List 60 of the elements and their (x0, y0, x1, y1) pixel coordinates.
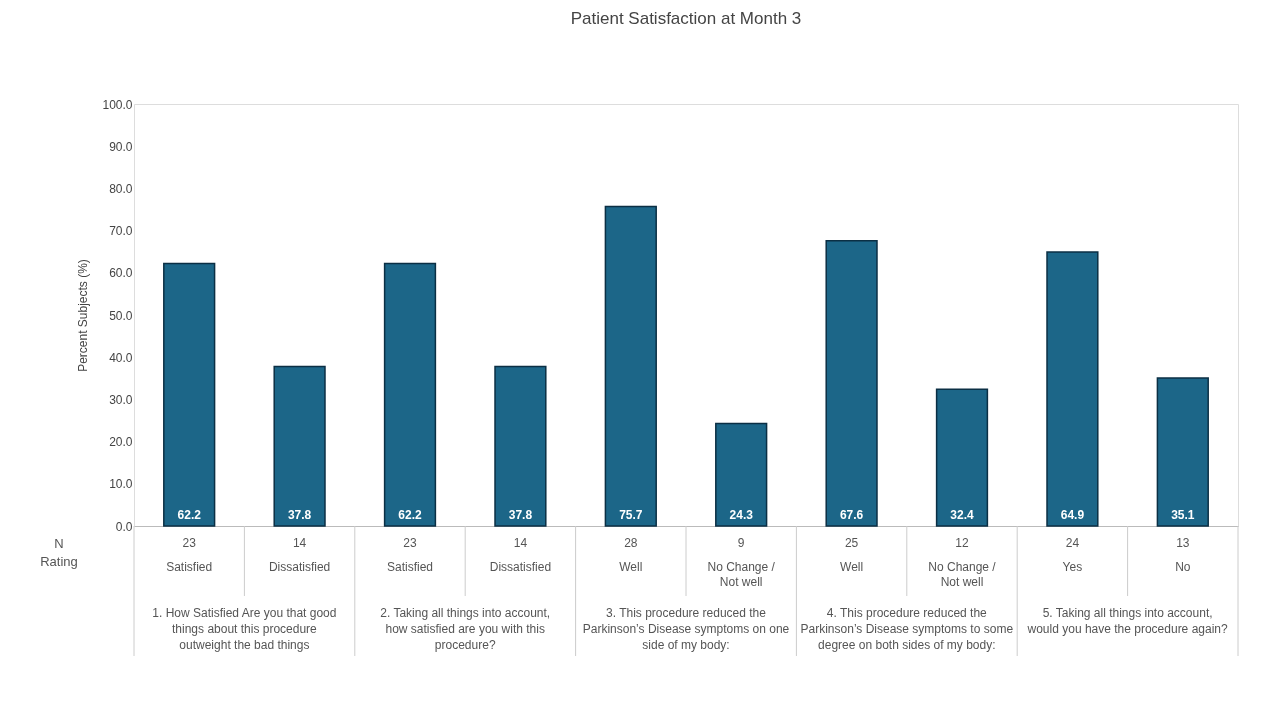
bar (1046, 251, 1099, 527)
text: 24 (1065, 536, 1080, 550)
y-tick-label: 40.0 (109, 350, 133, 365)
data-label: 37.8 (287, 508, 312, 522)
data-label: 75.7 (619, 508, 643, 522)
text: 14 (513, 536, 528, 550)
bar (1156, 377, 1209, 527)
chart-title: Patient Satisfaction at Month 3 (570, 9, 802, 28)
y-tick-label: 80.0 (109, 181, 133, 196)
text: 1. How Satisfied Are you that good things about this procedure outweight the bad things (152, 606, 337, 652)
data-label: 37.8 (508, 508, 533, 522)
bar (825, 239, 878, 527)
bar (273, 365, 326, 527)
y-tick-label: 100.0 (102, 97, 133, 112)
text: Rating (40, 554, 78, 569)
y-tick-label: 90.0 (109, 139, 133, 154)
text: 5. Taking all things into account, would you have the procedure again? (1026, 606, 1228, 636)
text: 23 (182, 536, 197, 550)
text: 3. This procedure reduced the Parkinson’s Disease symptoms on one side of my body: (582, 606, 790, 652)
bar (494, 365, 547, 527)
data-label: 35.1 (1171, 508, 1195, 522)
x-tick-label: Dissatisfied (489, 560, 552, 574)
x-tick-label: Well (840, 560, 864, 574)
x-tick-label: Satisfied (166, 560, 213, 574)
bar (163, 262, 216, 527)
bar (715, 422, 768, 527)
x-tick-label: Dissatisfied (268, 560, 331, 574)
y-axis-title: Percent Subjects (%) (76, 259, 91, 372)
text: 25 (844, 536, 859, 550)
data-label: 62.2 (398, 508, 422, 522)
text: 14 (292, 536, 307, 550)
y-tick-label: 10.0 (109, 477, 133, 492)
x-tick-label: No Change / Not well (707, 560, 776, 589)
data-label: 62.2 (177, 508, 202, 522)
text: 2. Taking all things into account, how satisfied are you with this procedure? (380, 606, 551, 652)
y-tick-label: 20.0 (109, 435, 133, 450)
x-tick-label: Satisfied (386, 560, 434, 574)
x-tick-label: Well (619, 560, 643, 574)
x-tick-label: Yes (1062, 560, 1083, 574)
data-label: 64.9 (1060, 508, 1085, 522)
text: 13 (1176, 536, 1190, 550)
y-tick-label: 0.0 (115, 519, 133, 534)
text: 9 (737, 536, 745, 550)
data-label: 67.6 (839, 508, 864, 522)
data-label: 24.3 (729, 508, 754, 522)
data-label: 32.4 (950, 508, 974, 522)
bar (604, 205, 657, 527)
bar (383, 262, 437, 527)
x-tick-label: No Change / Not well (928, 560, 997, 589)
text: N (54, 536, 64, 551)
y-tick-label: 50.0 (109, 308, 133, 323)
y-tick-label: 30.0 (109, 392, 133, 407)
y-tick-label: 60.0 (109, 266, 133, 281)
text: 12 (955, 536, 969, 550)
bar (935, 388, 989, 527)
text: 4. This procedure reduced the Parkinson’s Disease symptoms to some degree on both sides of my body: (800, 606, 1014, 652)
x-tick-label: No (1175, 560, 1191, 574)
text: 28 (624, 536, 638, 550)
text: 23 (403, 536, 417, 550)
y-tick-label: 70.0 (109, 224, 133, 239)
